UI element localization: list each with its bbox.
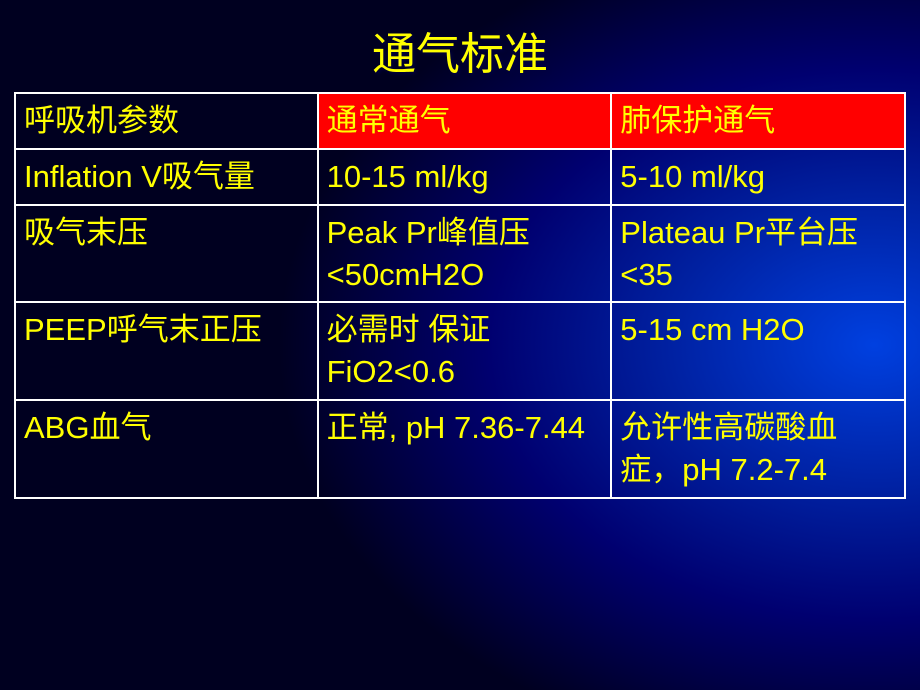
cell-conventional: 正常, pH 7.36-7.44 — [318, 400, 612, 498]
cell-protective: Plateau Pr平台压<35 — [611, 205, 905, 303]
ventilation-standards-table: 呼吸机参数 通常通气 肺保护通气 Inflation V吸气量 10-15 ml… — [14, 92, 906, 499]
table-header-row: 呼吸机参数 通常通气 肺保护通气 — [15, 93, 905, 149]
cell-protective: 允许性高碳酸血症，pH 7.2-7.4 — [611, 400, 905, 498]
cell-parameter: 吸气末压 — [15, 205, 318, 303]
header-conventional: 通常通气 — [318, 93, 612, 149]
cell-conventional: 10-15 ml/kg — [318, 149, 612, 205]
table-row: Inflation V吸气量 10-15 ml/kg 5-10 ml/kg — [15, 149, 905, 205]
cell-conventional: 必需时 保证FiO2<0.6 — [318, 302, 612, 400]
table-row: 吸气末压 Peak Pr峰值压<50cmH2O Plateau Pr平台压<35 — [15, 205, 905, 303]
header-protective: 肺保护通气 — [611, 93, 905, 149]
cell-protective: 5-10 ml/kg — [611, 149, 905, 205]
cell-protective: 5-15 cm H2O — [611, 302, 905, 400]
table-row: PEEP呼气末正压 必需时 保证FiO2<0.6 5-15 cm H2O — [15, 302, 905, 400]
slide-title: 通气标准 — [0, 0, 920, 92]
header-parameter: 呼吸机参数 — [15, 93, 318, 149]
table-row: ABG血气 正常, pH 7.36-7.44 允许性高碳酸血症，pH 7.2-7… — [15, 400, 905, 498]
cell-parameter: PEEP呼气末正压 — [15, 302, 318, 400]
cell-parameter: ABG血气 — [15, 400, 318, 498]
cell-parameter: Inflation V吸气量 — [15, 149, 318, 205]
cell-conventional: Peak Pr峰值压<50cmH2O — [318, 205, 612, 303]
